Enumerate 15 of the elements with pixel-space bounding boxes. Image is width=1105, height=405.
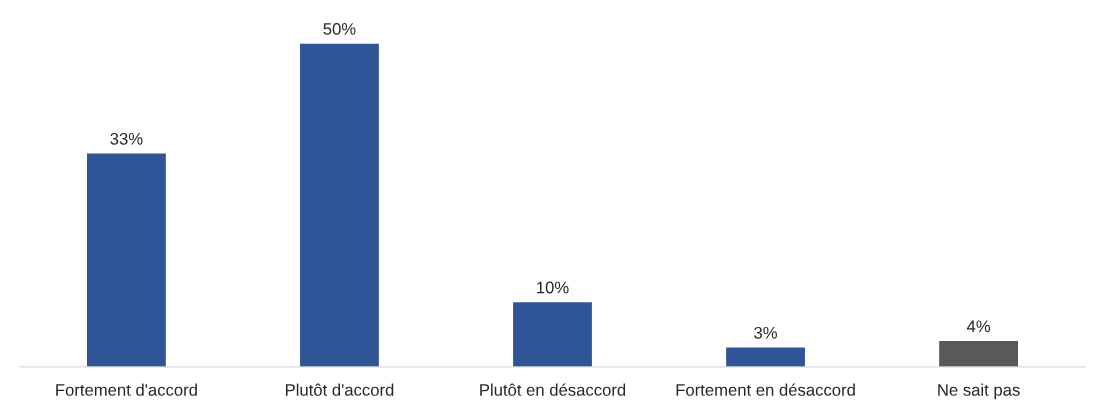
bar	[939, 341, 1018, 367]
data-label: 10%	[537, 281, 569, 294]
data-label: 4%	[966, 320, 991, 333]
data-label: 3%	[754, 326, 777, 339]
x-tick-label: Plutôt d'accord	[285, 383, 394, 396]
x-tick-label: Plutôt en désaccord	[480, 383, 626, 396]
x-tick-label: Fortement en désaccord	[676, 383, 855, 396]
bar	[300, 43, 379, 367]
x-tick-label: Fortement d'accord	[56, 383, 197, 396]
bar	[513, 302, 592, 367]
data-label: 33%	[110, 132, 143, 145]
bar	[726, 347, 805, 367]
data-label: 50%	[323, 23, 356, 35]
bar	[87, 153, 166, 367]
x-tick-label: Ne sait pas	[938, 383, 1020, 400]
